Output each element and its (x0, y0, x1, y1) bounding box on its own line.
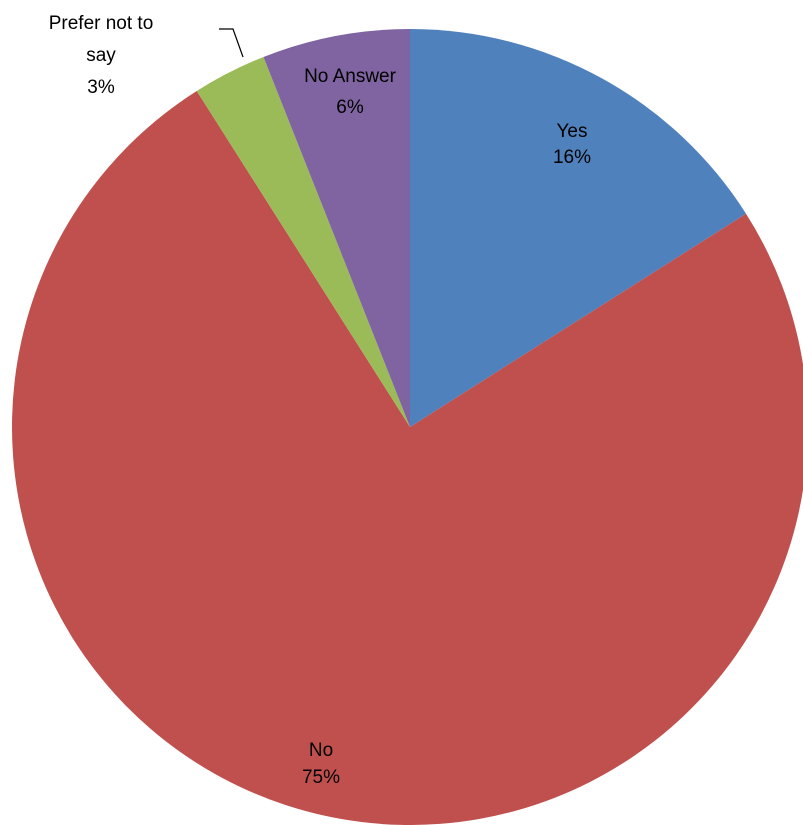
data-label-yes-name: Yes (557, 121, 588, 142)
leader-lines (219, 28, 244, 58)
data-label-prefer-not-to-say-line1: Prefer not to (49, 13, 154, 34)
pie-slice-no (12, 90, 803, 825)
pie-slice-yes (410, 29, 747, 427)
data-label-no-percent: 75% (302, 767, 340, 788)
pie-slice-prefer-not-to-say (196, 56, 410, 427)
data-label-no-answer-percent: 6% (336, 97, 364, 118)
data-label-no-name: No (309, 740, 333, 761)
data-labels: Yes 16% No 75% Prefer not to say 3% No A… (49, 13, 591, 788)
data-label-prefer-not-to-say-percent: 3% (87, 77, 115, 98)
data-label-prefer-not-to-say-line2: say (86, 45, 116, 66)
pie-slices (12, 29, 803, 825)
data-label-no-answer-name: No Answer (304, 66, 397, 87)
pie-slice-no-answer (263, 29, 410, 427)
leader-line-prefer-not-to-say (219, 28, 244, 58)
data-label-yes-percent: 16% (553, 147, 591, 168)
